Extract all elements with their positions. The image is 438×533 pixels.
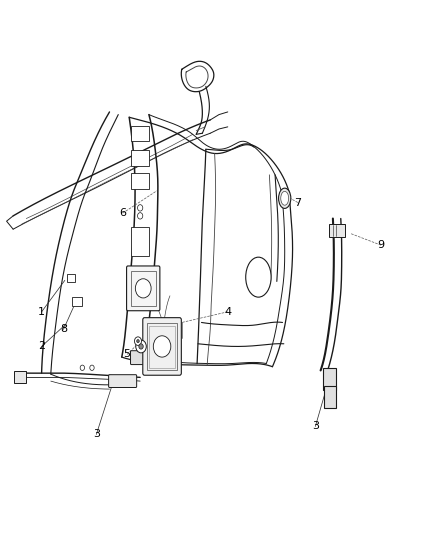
Circle shape <box>135 279 151 298</box>
Circle shape <box>90 365 94 370</box>
Bar <box>149 326 175 368</box>
Text: 5: 5 <box>124 350 131 359</box>
Bar <box>131 126 149 141</box>
Text: 4: 4 <box>224 307 231 317</box>
FancyBboxPatch shape <box>143 318 181 375</box>
Bar <box>14 371 26 383</box>
Circle shape <box>137 340 139 343</box>
Circle shape <box>80 365 85 370</box>
Text: 3: 3 <box>93 430 100 439</box>
Bar <box>72 297 82 306</box>
Bar <box>131 150 149 166</box>
Circle shape <box>139 344 143 349</box>
Ellipse shape <box>246 257 271 297</box>
FancyBboxPatch shape <box>109 375 137 387</box>
Text: 2: 2 <box>38 342 45 351</box>
Text: 9: 9 <box>378 240 385 250</box>
Text: 6: 6 <box>119 208 126 218</box>
Circle shape <box>153 336 171 357</box>
Bar <box>131 227 149 256</box>
Circle shape <box>138 213 143 219</box>
FancyBboxPatch shape <box>131 351 156 365</box>
Ellipse shape <box>281 191 289 205</box>
Text: 3: 3 <box>312 422 319 431</box>
Bar <box>131 271 156 306</box>
Circle shape <box>136 340 146 353</box>
Circle shape <box>134 337 141 345</box>
Text: 8: 8 <box>60 325 67 334</box>
Text: 7: 7 <box>294 198 301 207</box>
FancyBboxPatch shape <box>127 266 160 311</box>
Bar <box>131 173 149 189</box>
Bar <box>67 274 75 282</box>
Bar <box>147 323 177 370</box>
Bar <box>328 224 345 237</box>
Ellipse shape <box>279 188 291 208</box>
Text: 1: 1 <box>38 307 45 317</box>
Bar <box>323 368 336 390</box>
Bar <box>324 386 336 408</box>
Circle shape <box>138 205 143 211</box>
